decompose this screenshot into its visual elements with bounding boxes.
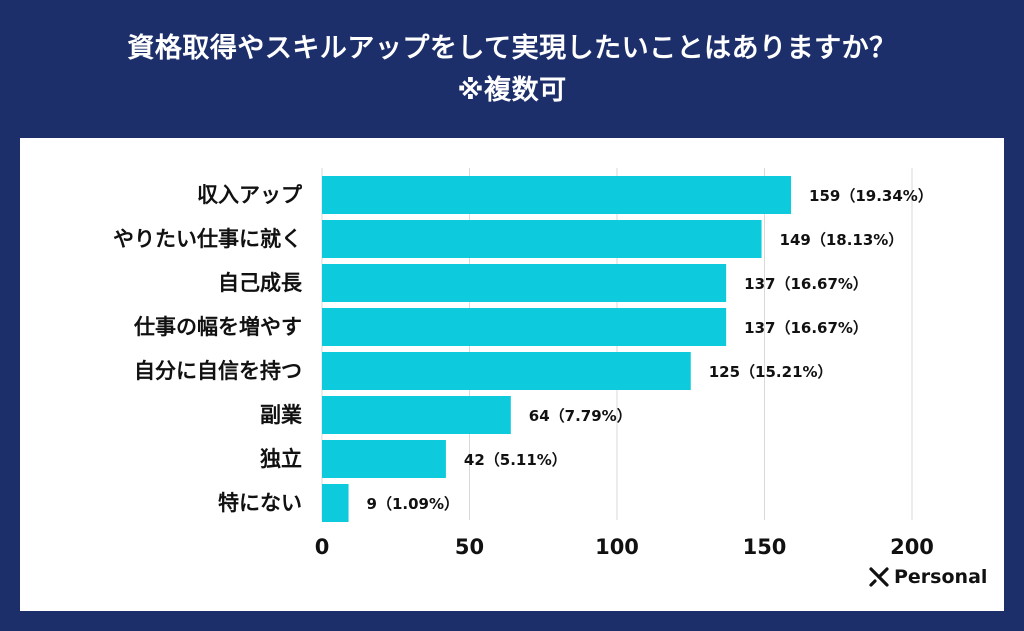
bar: [322, 396, 511, 434]
category-label: 自分に自信を持つ: [134, 359, 302, 383]
bar: [322, 220, 762, 258]
category-label: やりたい仕事に就く: [113, 227, 302, 251]
chart-title-line1: 資格取得やスキルアップをして実現したいことはありますか？: [127, 33, 897, 64]
bar: [322, 484, 349, 522]
bar: [322, 440, 446, 478]
x-tick-label: 150: [743, 535, 787, 559]
category-label: 仕事の幅を増やす: [133, 315, 302, 339]
bar-chart: 収入アップ 159（19.34%） やりたい仕事に就く 149（18.13%） 自己成長…: [113, 168, 934, 559]
data-label: 159（19.34%）: [809, 187, 933, 205]
bar: [322, 352, 691, 390]
data-label: 149（18.13%）: [780, 231, 904, 249]
brand-name: Personal: [894, 566, 988, 588]
category-label: 収入アップ: [197, 183, 303, 207]
personal-logo-icon: [869, 567, 889, 587]
brand-logo: Personal: [868, 565, 987, 589]
category-label: 副業: [260, 403, 303, 427]
x-tick-label: 200: [890, 535, 934, 559]
bar: [322, 264, 727, 302]
data-label: 137（16.67%）: [744, 275, 868, 293]
chart-title-line2: ※複数可: [457, 75, 567, 106]
chart-title: 資格取得やスキルアップをして実現したいことはありますか？ ※複数可: [0, 28, 1024, 112]
x-tick-label: 100: [595, 535, 639, 559]
chart-panel: 収入アップ 159（19.34%） やりたい仕事に就く 149（18.13%） 自己成長…: [20, 138, 1004, 611]
bar: [322, 308, 727, 346]
x-tick-label: 0: [315, 535, 330, 559]
data-label: 64（7.79%）: [529, 407, 632, 425]
x-tick-label: 50: [455, 535, 484, 559]
category-label: 自己成長: [218, 271, 303, 295]
category-label: 独立: [260, 447, 302, 471]
data-label: 42（5.11%）: [464, 451, 567, 469]
data-label: 125（15.21%）: [709, 363, 833, 381]
data-label: 137（16.67%）: [744, 319, 868, 337]
category-label: 特にない: [218, 491, 302, 515]
data-label: 9（1.09%）: [367, 495, 459, 513]
bar: [322, 176, 792, 214]
